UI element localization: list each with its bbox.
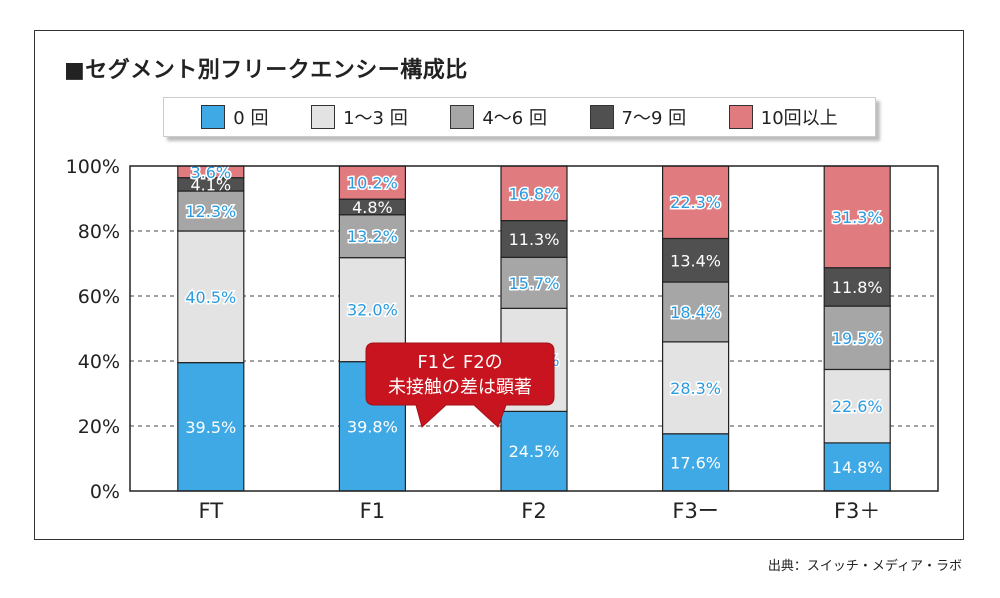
x-tick-label: FT: [199, 499, 224, 523]
y-tick-label: 60%: [78, 286, 120, 308]
y-tick-label: 20%: [78, 416, 120, 438]
legend-item-3: 7〜9 回: [589, 104, 687, 130]
bar-segment: [661, 341, 730, 435]
y-tick-label: 80%: [78, 221, 120, 243]
legend-item-1: 1〜3 回: [311, 104, 408, 130]
data-label: 11.3%: [509, 230, 560, 249]
legend-label: 7〜9 回: [621, 108, 687, 129]
callout-text: F1と F2の: [417, 352, 502, 373]
bar-segment: [661, 281, 730, 343]
data-label: 28.3%: [670, 379, 721, 398]
legend: 0 回 1〜3 回 4〜6 回 7〜9 回 10回以上: [163, 97, 876, 137]
legend-label: 10回以上: [760, 108, 838, 129]
legend-swatch: [311, 105, 336, 129]
data-label: 14.8%: [832, 458, 883, 477]
data-label: 4.1%: [190, 175, 231, 194]
data-label: 22.3%: [670, 193, 721, 212]
x-tick-label: F3＋: [834, 499, 880, 523]
legend-item-2: 4〜6 回: [450, 104, 547, 130]
data-label: 13.2%: [347, 227, 398, 246]
legend-swatch: [450, 105, 475, 129]
legend-label: 0 回: [233, 108, 269, 129]
bar-segment: [177, 362, 245, 492]
plot-frame: [129, 165, 939, 492]
bar-segment: [823, 165, 891, 269]
data-label: 24.5%: [509, 442, 560, 461]
x-tick-label: F3ー: [672, 499, 718, 523]
data-label: 16.8%: [509, 184, 560, 203]
bar-segment: [177, 230, 245, 364]
bar-segment: [177, 190, 245, 232]
y-tick-label: 40%: [78, 351, 120, 373]
bar-segment: [500, 165, 568, 222]
data-label: 40.5%: [185, 288, 236, 307]
x-tick-label: F1: [360, 499, 385, 523]
data-label: 18.4%: [670, 303, 721, 322]
data-label: 3.6%: [190, 163, 231, 182]
data-label: 19.5%: [832, 329, 883, 348]
y-tick-label: 0%: [90, 481, 120, 503]
data-label: 39.8%: [347, 417, 398, 436]
bar-segment: [823, 442, 891, 492]
callout-bubble: [365, 342, 555, 428]
y-tick-label: 100%: [66, 156, 120, 178]
legend-item-4: 10回以上: [728, 104, 838, 130]
callout-text: 未接触の差は顕著: [388, 377, 532, 398]
x-tick-label: F2: [521, 499, 546, 523]
data-label: 31.3%: [832, 208, 883, 227]
data-label: 4.8%: [352, 198, 393, 217]
bar-segment: [500, 220, 568, 258]
data-label: 17.6%: [670, 453, 721, 472]
bar-segment: [661, 237, 730, 283]
chart-title: ■セグメント別フリークエンシー構成比: [64, 58, 468, 83]
data-label: 12.3%: [185, 202, 236, 221]
data-label: 32.0%: [347, 301, 398, 320]
bar-segment: [661, 165, 730, 240]
data-label: 39.5%: [185, 418, 236, 437]
bar-segment: [823, 305, 891, 371]
source-note: 出典：スイッチ・メディア・ラボ: [767, 559, 962, 574]
data-label: 10.2%: [347, 174, 398, 193]
legend-item-0: 0 回: [201, 104, 268, 130]
legend-label: 4〜6 回: [482, 108, 547, 129]
data-label: 15.7%: [509, 274, 560, 293]
bar-segment: [338, 165, 406, 200]
data-label: 22.6%: [832, 397, 883, 416]
legend-swatch: [728, 105, 753, 129]
legend-label: 1〜3 回: [343, 108, 408, 129]
bar-segment: [500, 410, 568, 492]
data-label: 13.4%: [670, 251, 721, 270]
legend-swatch: [589, 105, 614, 129]
data-label: 11.8%: [832, 278, 883, 297]
legend-swatch: [201, 105, 226, 129]
